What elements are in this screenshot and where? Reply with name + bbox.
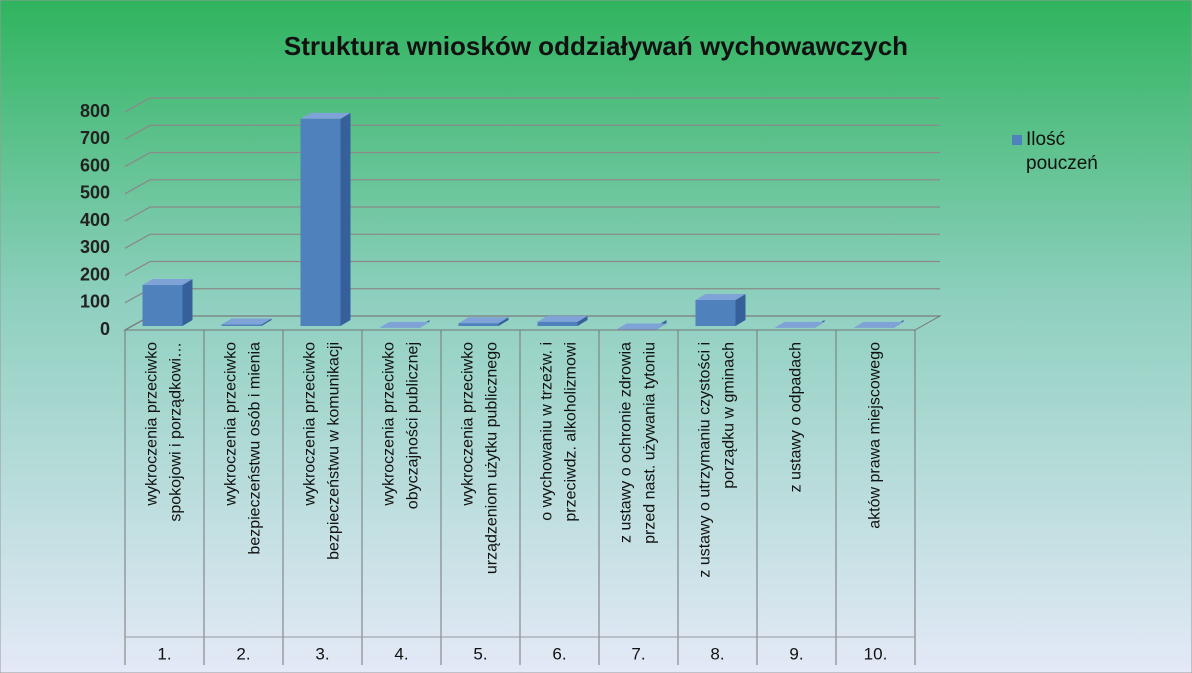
bar-side <box>735 294 746 326</box>
legend-swatch <box>1012 135 1022 145</box>
y-tick-label: 300 <box>80 237 110 257</box>
bar <box>537 315 588 326</box>
x-tick-label: przed nast. używania tytoniu <box>642 342 659 544</box>
grid-line <box>124 97 940 113</box>
bar-front <box>300 118 341 326</box>
bar-side <box>261 318 272 326</box>
y-tick-label: 500 <box>80 183 110 203</box>
bar-top <box>142 279 193 286</box>
bar <box>695 294 746 326</box>
category-number: 6. <box>552 644 566 663</box>
category-number: 5. <box>473 644 487 663</box>
bar-top <box>221 318 272 325</box>
category-number: 7. <box>631 644 645 663</box>
grid-line <box>124 233 940 249</box>
bar <box>142 279 193 326</box>
category-number: 4. <box>394 644 408 663</box>
x-tick-label: wykroczenia przeciwko <box>381 342 398 507</box>
grid-line <box>124 179 940 195</box>
bar-top <box>616 323 667 330</box>
bar-top <box>695 294 746 301</box>
x-tick-label: wykroczenia przeciwko <box>223 342 240 507</box>
bar-side <box>498 317 509 326</box>
bar-top <box>379 321 430 328</box>
x-tick-label: wykroczenia przeciwko <box>302 342 319 507</box>
grid-line <box>124 260 940 277</box>
legend: Ilość pouczeń <box>1012 128 1126 176</box>
x-tick-label: spokojowi i porządkowi… <box>168 342 185 522</box>
x-tick-label: z ustawy o odpadach <box>788 342 805 492</box>
bar-front <box>221 324 262 326</box>
y-tick-label: 800 <box>80 101 110 121</box>
bar-front <box>537 321 578 326</box>
grid-line <box>124 124 940 140</box>
bar-front <box>142 285 183 326</box>
bar <box>300 112 351 326</box>
chart-title: Struktura wniosków oddziaływań wychowawc… <box>284 31 908 61</box>
bar-front <box>458 323 499 326</box>
bar <box>853 320 904 328</box>
x-tick-label: z ustawy o utrzymaniu czystości i <box>697 342 714 578</box>
bar <box>458 317 509 326</box>
x-tick-label: z ustawy o ochronie zdrowia <box>618 342 635 543</box>
bar-top <box>300 112 351 119</box>
y-tick-label: 700 <box>80 128 110 148</box>
category-number: 8. <box>710 644 724 663</box>
x-tick-label: bezpieczeństwu osób i mienia <box>247 342 264 555</box>
bar-top <box>458 317 509 324</box>
y-tick-label: 600 <box>80 155 110 175</box>
bar <box>774 320 825 328</box>
bar <box>221 318 272 326</box>
grid-line <box>124 151 940 168</box>
category-number: 10. <box>864 644 888 663</box>
bar-top <box>853 321 904 328</box>
category-number: 2. <box>236 644 250 663</box>
x-tick-label: przeciwdz. alkoholizmowi <box>563 342 580 522</box>
x-tick-label: wykroczenia przeciwko <box>460 342 477 507</box>
category-number: 1. <box>157 644 171 663</box>
legend-label: Ilość pouczeń <box>1026 129 1098 174</box>
category-number: 3. <box>315 644 329 663</box>
bar <box>616 320 667 330</box>
y-tick-label: 100 <box>80 292 110 312</box>
y-tick-label: 0 <box>100 319 110 339</box>
x-tick-label: bezpieczeństwu w komunikacji <box>326 342 343 560</box>
y-tick-label: 400 <box>80 210 110 230</box>
y-tick-label: 200 <box>80 264 110 284</box>
category-number: 9. <box>789 644 803 663</box>
grid-line <box>124 206 940 222</box>
x-tick-label: wykroczenia przeciwko <box>144 342 161 507</box>
bar-top <box>774 321 825 328</box>
bar-side <box>577 315 588 326</box>
bar-top <box>537 315 588 322</box>
x-tick-label: urządzeniom użytku publicznego <box>484 342 501 574</box>
bar-side <box>340 112 351 326</box>
x-tick-label: obyczajności publicznej <box>405 342 422 509</box>
bar-front <box>695 300 736 326</box>
x-tick-label: aktów prawa miejscowego <box>867 342 884 529</box>
x-tick-label: porządku w gminach <box>721 342 738 489</box>
bar-side <box>182 279 193 326</box>
x-tick-label: o wychowaniu w trzeźw. i <box>539 342 556 521</box>
bar <box>379 320 430 328</box>
